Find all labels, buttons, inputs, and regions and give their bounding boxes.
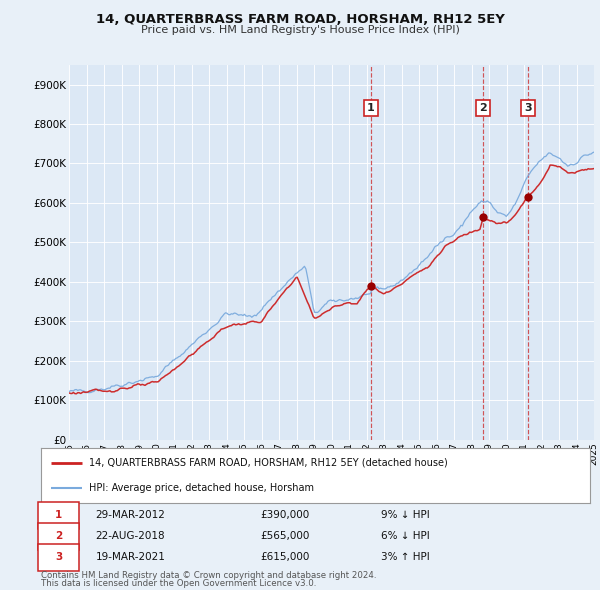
Text: 1: 1 — [55, 510, 62, 520]
Text: 3% ↑ HPI: 3% ↑ HPI — [381, 552, 430, 562]
Text: 22-AUG-2018: 22-AUG-2018 — [96, 532, 166, 542]
FancyBboxPatch shape — [38, 523, 79, 550]
Text: 2: 2 — [55, 532, 62, 542]
FancyBboxPatch shape — [38, 544, 79, 571]
Text: 14, QUARTERBRASS FARM ROAD, HORSHAM, RH12 5EY (detached house): 14, QUARTERBRASS FARM ROAD, HORSHAM, RH1… — [89, 458, 448, 468]
Text: 29-MAR-2012: 29-MAR-2012 — [96, 510, 166, 520]
Text: £565,000: £565,000 — [260, 532, 310, 542]
Text: Price paid vs. HM Land Registry's House Price Index (HPI): Price paid vs. HM Land Registry's House … — [140, 25, 460, 35]
Text: 1: 1 — [367, 103, 375, 113]
Text: 6% ↓ HPI: 6% ↓ HPI — [381, 532, 430, 542]
Text: £390,000: £390,000 — [260, 510, 310, 520]
FancyBboxPatch shape — [38, 502, 79, 529]
Text: 19-MAR-2021: 19-MAR-2021 — [96, 552, 166, 562]
Text: 2: 2 — [479, 103, 487, 113]
Text: This data is licensed under the Open Government Licence v3.0.: This data is licensed under the Open Gov… — [41, 579, 316, 588]
Text: 3: 3 — [55, 552, 62, 562]
Text: 14, QUARTERBRASS FARM ROAD, HORSHAM, RH12 5EY: 14, QUARTERBRASS FARM ROAD, HORSHAM, RH1… — [95, 13, 505, 26]
Text: Contains HM Land Registry data © Crown copyright and database right 2024.: Contains HM Land Registry data © Crown c… — [41, 571, 376, 579]
Text: £615,000: £615,000 — [260, 552, 310, 562]
Text: 3: 3 — [524, 103, 532, 113]
Text: 9% ↓ HPI: 9% ↓ HPI — [381, 510, 430, 520]
Text: HPI: Average price, detached house, Horsham: HPI: Average price, detached house, Hors… — [89, 483, 314, 493]
